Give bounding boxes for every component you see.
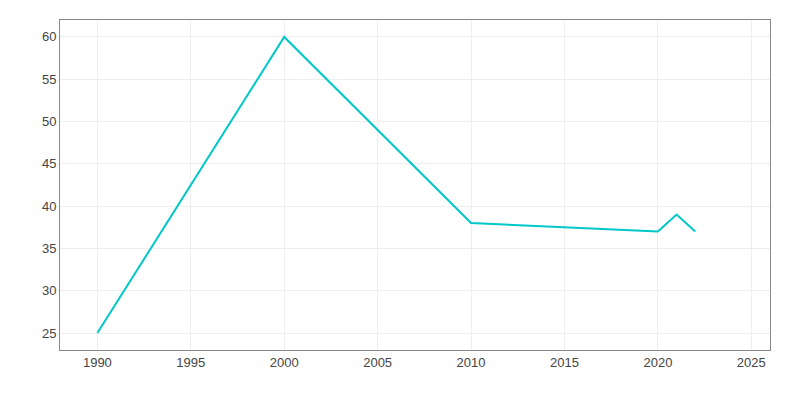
svg-text:2015: 2015 (550, 355, 579, 370)
svg-text:30: 30 (42, 283, 56, 298)
svg-text:2010: 2010 (457, 355, 486, 370)
svg-text:2020: 2020 (643, 355, 672, 370)
svg-text:2025: 2025 (737, 355, 766, 370)
svg-text:2000: 2000 (270, 355, 299, 370)
svg-text:35: 35 (42, 241, 56, 256)
svg-text:60: 60 (42, 29, 56, 44)
svg-text:55: 55 (42, 72, 56, 87)
svg-text:40: 40 (42, 199, 56, 214)
svg-text:2005: 2005 (363, 355, 392, 370)
svg-text:45: 45 (42, 156, 56, 171)
svg-text:1995: 1995 (176, 355, 205, 370)
svg-text:1990: 1990 (83, 355, 112, 370)
svg-text:50: 50 (42, 114, 56, 129)
svg-text:25: 25 (42, 326, 56, 341)
